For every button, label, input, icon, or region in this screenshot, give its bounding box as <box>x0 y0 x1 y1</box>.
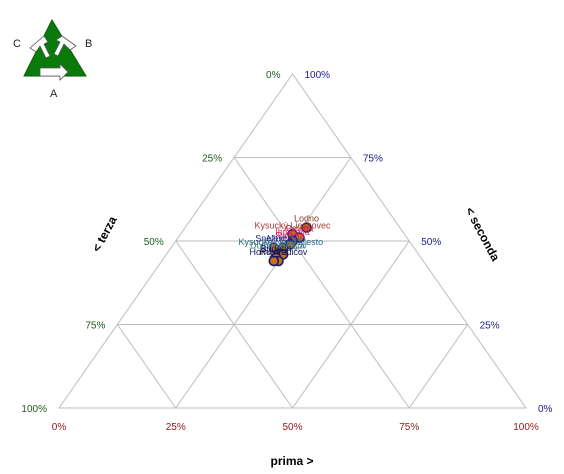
tick-label-seconda: 0% <box>538 404 553 415</box>
data-point[interactable] <box>301 222 312 233</box>
tick-label-seconda: 50% <box>421 237 441 248</box>
ternary-cycle-icon: C B A <box>13 18 92 100</box>
grid-line-terza <box>175 240 293 409</box>
ternary-ticks: 0% 25% 50% 75% 100% 0% 25% 50% 75% 100% 0% 25% 50% 75… <box>21 70 552 433</box>
tick-label-terza: 0% <box>266 70 281 81</box>
axis-title-terza: < terza <box>89 214 120 255</box>
arrow-a-icon <box>39 63 69 81</box>
tick-label-prima: 100% <box>513 422 539 433</box>
tick-label-seconda: 25% <box>480 321 500 332</box>
axis-title-seconda: < seconda <box>462 205 502 264</box>
data-point-label: Povina <box>286 224 314 234</box>
data-point-label: Snežnica <box>255 234 292 244</box>
data-point-label: Kysucké Nové Mesto <box>239 237 324 247</box>
tick-label-terza: 25% <box>202 154 222 165</box>
legend-label-c: C <box>13 38 21 50</box>
data-point-label: Nesluša <box>267 234 300 244</box>
grid-line-prima <box>292 240 410 409</box>
legend-label-b: B <box>85 38 92 50</box>
data-point-label: Horný Vadičov <box>250 247 308 257</box>
data-point[interactable] <box>268 255 280 267</box>
arrow-b-icon <box>53 35 77 57</box>
grid-line-prima <box>175 157 352 409</box>
tick-label-seconda: 75% <box>363 154 383 165</box>
legend-label-a: A <box>50 88 58 100</box>
tick-label-seconda: 100% <box>305 70 331 81</box>
data-point-label: Radoľa <box>276 230 305 240</box>
grid-line-prima <box>408 324 469 409</box>
data-point-label: Dolný Vadičov <box>250 240 307 250</box>
axis-title-prima: prima > <box>270 454 313 468</box>
arrow-c-icon <box>29 35 51 59</box>
data-point-label: Kysucký Lieskovec <box>254 220 331 230</box>
tick-label-terza: 75% <box>85 321 105 332</box>
tick-label-prima: 25% <box>166 422 186 433</box>
data-point-label: Budatín <box>261 244 292 254</box>
tick-label-prima: 0% <box>52 422 67 433</box>
data-point-label: Lodno <box>294 214 319 224</box>
tick-label-prima: 50% <box>282 422 302 433</box>
grid-line-terza <box>233 157 410 409</box>
data-point-label: Ihráčová <box>275 227 310 237</box>
tick-label-terza: 100% <box>21 404 47 415</box>
data-points <box>268 222 312 267</box>
data-point-label: Ochodnica <box>262 240 305 250</box>
grid-line-terza <box>116 324 177 409</box>
data-point-label: Rudina <box>260 247 289 257</box>
tick-label-terza: 50% <box>144 237 164 248</box>
tick-label-prima: 75% <box>399 422 419 433</box>
